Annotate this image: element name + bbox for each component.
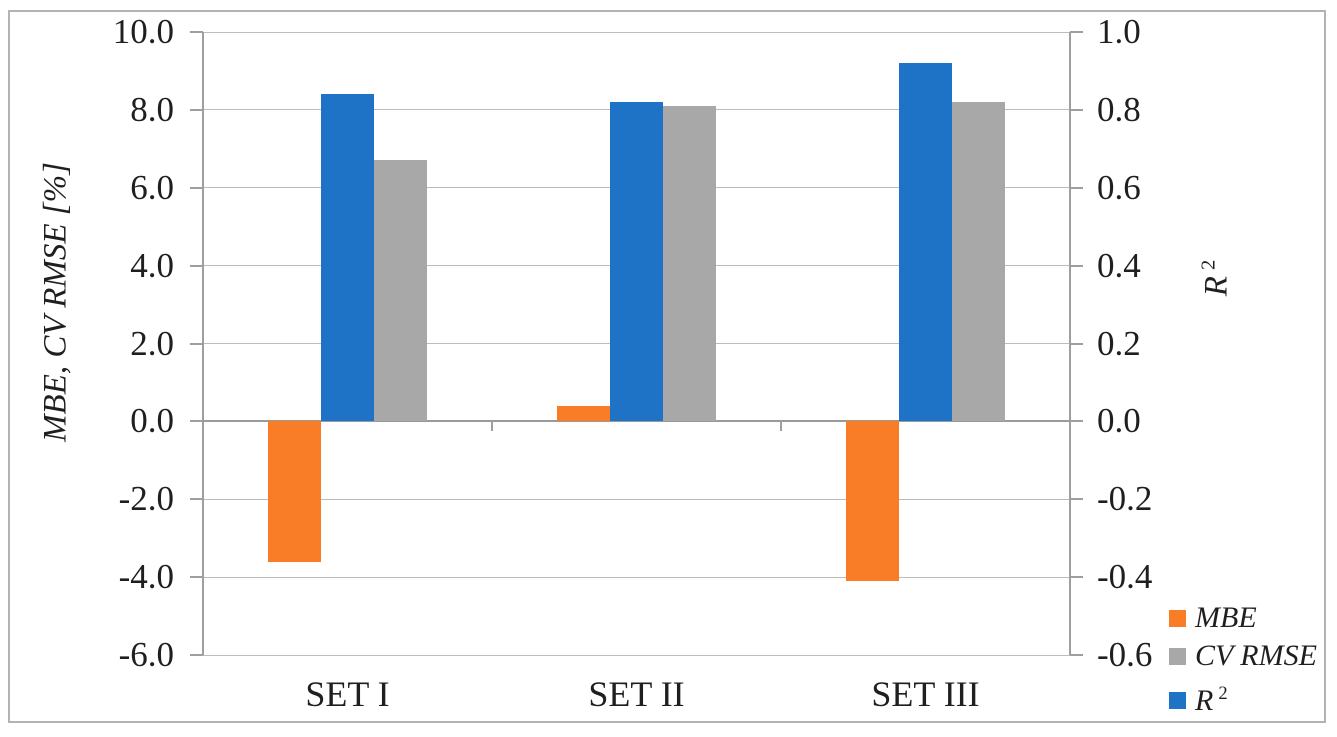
right-axis-tick: [1070, 186, 1083, 189]
right-axis-tick: [1070, 654, 1083, 656]
category-label: SET I: [305, 674, 390, 714]
category-axis-tick: [491, 421, 493, 432]
category-label: SET II: [588, 674, 685, 714]
right-axis-title-base: R: [1198, 276, 1235, 297]
gridline: [203, 31, 1070, 33]
left-axis-tick: [190, 342, 203, 345]
left-axis-tick: [190, 31, 203, 33]
zero-gridline: [203, 420, 1070, 423]
right-axis-tick: [1070, 31, 1083, 33]
legend-label-r2-base: R: [1195, 683, 1214, 717]
legend-label-r2-sup: 2: [1218, 682, 1228, 704]
left-axis-title: MBE, CV RMSE [%]: [37, 162, 74, 442]
left-axis-tick: [190, 498, 203, 501]
legend-item-cvrmse: CV RMSE: [1169, 639, 1317, 672]
right-axis-tick: [1070, 342, 1083, 345]
bar-r2: [610, 102, 663, 422]
bar-cv-rmse: [663, 105, 716, 422]
right-axis-tick: [1070, 264, 1083, 267]
right-axis-title: R2: [1197, 259, 1235, 297]
right-axis-title-sup: 2: [1197, 259, 1220, 271]
category-label: SET III: [871, 674, 980, 714]
left-axis-tick: [190, 576, 203, 579]
gridline: [203, 654, 1070, 656]
bar-mbe: [268, 421, 321, 562]
gridline: [203, 576, 1070, 578]
right-axis-tick: [1070, 576, 1083, 579]
right-axis-tick: [1070, 108, 1083, 111]
mbe-swatch-icon: [1169, 609, 1186, 627]
legend-item-mbe: MBE: [1169, 601, 1257, 634]
cvrmse-swatch-icon: [1169, 647, 1186, 665]
bar-mbe: [557, 405, 610, 422]
bar-r2: [321, 94, 374, 422]
legend-label-mbe: MBE: [1195, 601, 1257, 634]
bar-cv-rmse: [952, 102, 1005, 422]
bar-cv-rmse: [374, 160, 427, 422]
bar-mbe: [846, 421, 899, 582]
left-axis-tick: [190, 186, 203, 189]
gridline: [203, 498, 1070, 500]
left-axis-line: [202, 32, 204, 655]
left-axis-title-text: MBE, CV RMSE [%]: [37, 162, 74, 442]
left-axis-tick: [190, 264, 203, 267]
plot-area: [202, 31, 1071, 656]
legend-label-cvrmse: CV RMSE: [1195, 639, 1317, 672]
r2-swatch-icon: [1169, 691, 1186, 709]
right-axis-tick: [1070, 420, 1083, 423]
left-axis-tick: [190, 420, 203, 423]
bar-r2: [899, 63, 952, 422]
right-axis-tick: [1070, 498, 1083, 501]
left-axis-tick: [190, 108, 203, 111]
left-axis-tick: [190, 654, 203, 656]
category-axis-tick: [780, 421, 782, 432]
